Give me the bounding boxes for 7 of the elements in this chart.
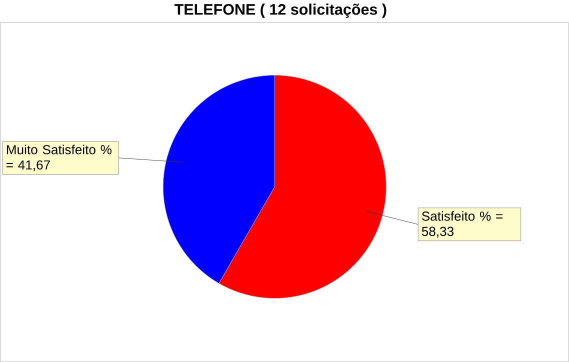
slice-label: Satisfeito [422,211,475,221]
chart-title: TELEFONE ( 12 solicitações ) [174,4,386,18]
slice-label: Muito Satisfeito [6,144,96,154]
text: 58,33 [422,226,454,238]
text: % [100,145,112,154]
text: % = [480,212,502,221]
text: = 41,67 [6,160,50,172]
